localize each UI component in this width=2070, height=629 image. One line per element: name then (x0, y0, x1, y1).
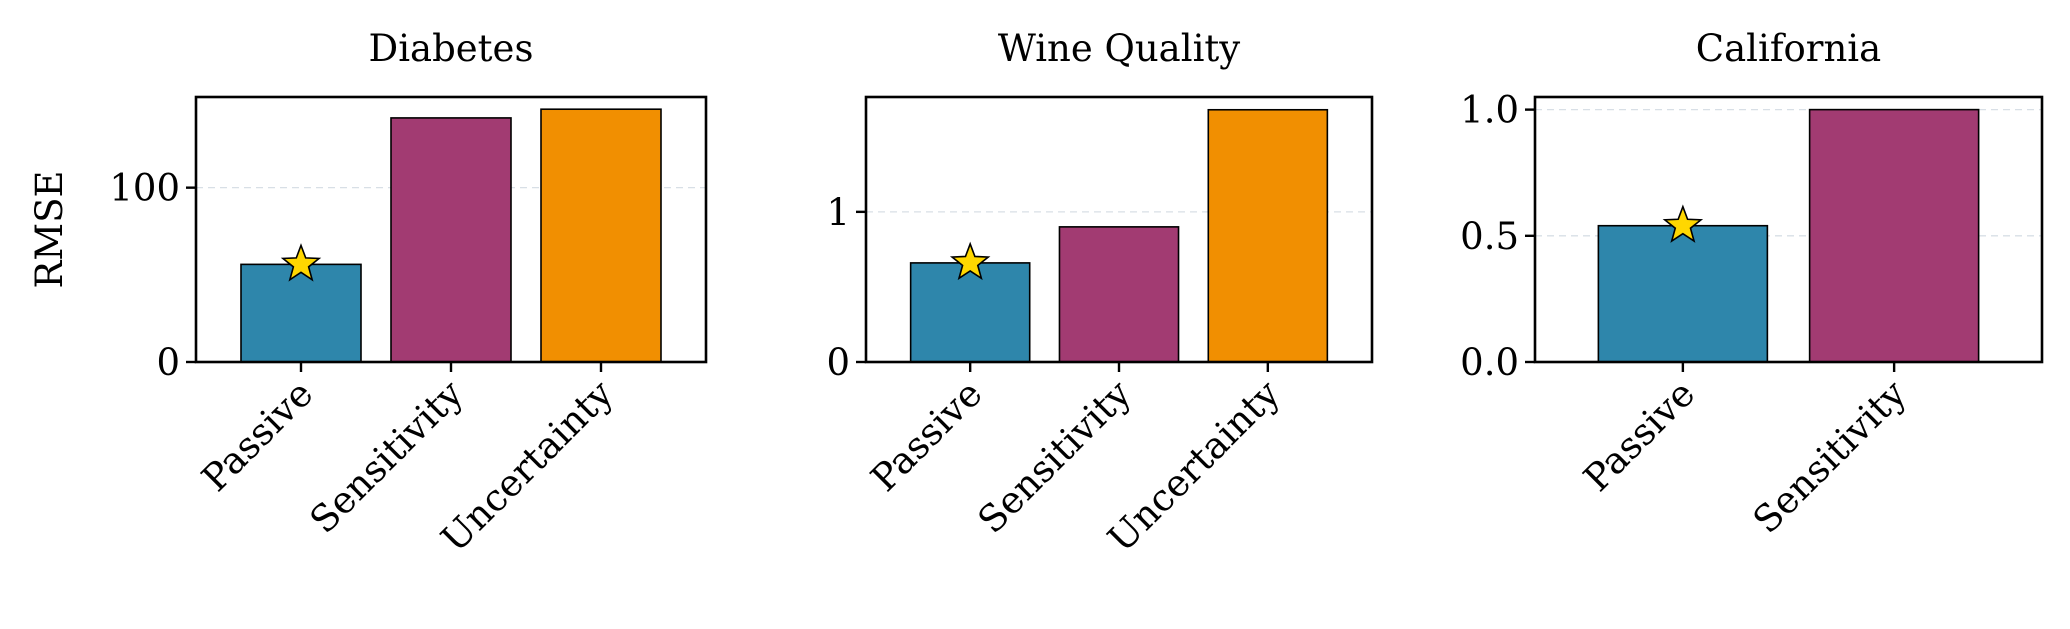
x-tick-label-passive: Passive (193, 372, 321, 500)
x-tick-label-passive: Passive (863, 372, 991, 500)
best-star-marker (1662, 204, 1704, 243)
bar-sensitivity (390, 117, 512, 363)
best-star-marker (949, 241, 991, 281)
x-tick-label-passive: Passive (1575, 372, 1703, 500)
best-star-marker (280, 243, 322, 282)
bar-sensitivity (1058, 226, 1180, 363)
y-tick-label: 1.0 (1460, 89, 1519, 132)
chart-panel-3: 0.0 0.5 1.0 Passive Sensitivity California (1460, 27, 2044, 542)
bar-passive (1597, 224, 1769, 363)
y-tick-label: 1 (826, 191, 850, 234)
chart-title: Diabetes (369, 27, 534, 70)
plot-frame (1533, 95, 2044, 364)
chart-title: Wine Quality (998, 27, 1240, 70)
bar-passive (240, 263, 362, 363)
bar-sensitivity (1808, 108, 1980, 363)
bar-uncertainty (540, 108, 662, 363)
y-axis-label: RMSE (28, 170, 71, 288)
y-tick-label: 0 (156, 341, 180, 384)
y-tick-label: 0 (826, 341, 850, 384)
y-tick-label: 100 (109, 167, 180, 210)
chart-title: California (1696, 27, 1881, 70)
y-tick-label: 0.0 (1460, 341, 1519, 384)
x-tick-label-sensitivity: Sensitivity (1745, 372, 1915, 542)
bar-uncertainty (1207, 108, 1329, 363)
y-tick-label: 0.5 (1460, 215, 1519, 258)
bar-passive (909, 262, 1031, 363)
chart-panel-1: 0100PassiveSensitivityUncertaintyDiabete… (28, 27, 708, 561)
